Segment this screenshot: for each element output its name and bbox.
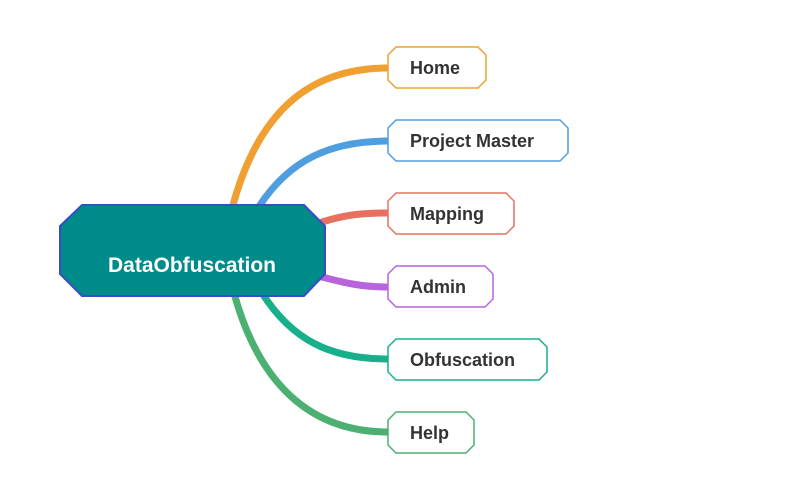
connector-mapping — [318, 209, 392, 226]
branch-node-obfuscation-label: Obfuscation — [410, 350, 515, 370]
branch-node-mapping-label: Mapping — [410, 204, 484, 224]
connector-admin — [318, 273, 392, 291]
branch-node-mapping[interactable]: Mapping — [387, 192, 515, 235]
branch-node-project-master[interactable]: Project Master — [387, 119, 569, 162]
connector-project-master — [256, 137, 392, 209]
branch-node-home-label: Home — [410, 58, 460, 78]
connector-home — [229, 64, 392, 209]
branch-node-help[interactable]: Help — [387, 411, 475, 454]
branch-node-obfuscation[interactable]: Obfuscation — [387, 338, 548, 381]
branch-node-admin-label: Admin — [410, 277, 466, 297]
connector-help — [230, 289, 392, 436]
branch-node-home[interactable]: Home — [387, 46, 487, 89]
root-node[interactable]: DataObfuscation — [59, 204, 326, 297]
connector-obfuscation — [258, 289, 392, 363]
branch-node-project-master-shape — [387, 119, 569, 162]
branch-node-home-shape — [387, 46, 487, 89]
branch-node-admin-shape — [387, 265, 494, 308]
branch-node-mapping-shape — [387, 192, 515, 235]
branch-node-help-label: Help — [410, 423, 449, 443]
branch-node-project-master-label: Project Master — [410, 131, 534, 151]
branch-connectors — [229, 64, 392, 436]
branch-node-help-shape — [387, 411, 475, 454]
root-node-shape — [59, 204, 326, 297]
branch-node-obfuscation-shape — [387, 338, 548, 381]
root-node-label: DataObfuscation — [108, 254, 276, 277]
branch-node-admin[interactable]: Admin — [387, 265, 494, 308]
